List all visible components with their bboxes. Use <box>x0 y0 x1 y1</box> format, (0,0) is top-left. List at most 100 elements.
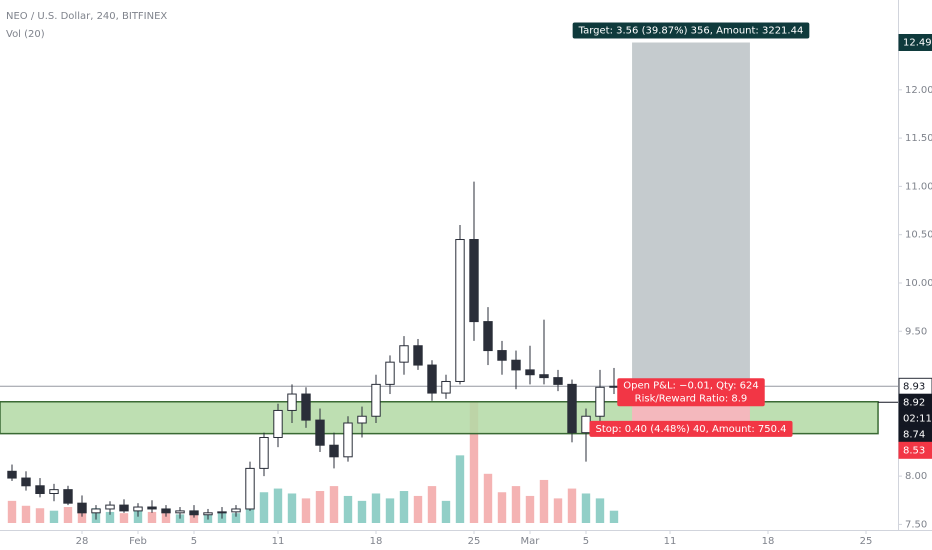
candle-body <box>413 345 423 366</box>
volume-bar <box>497 492 507 523</box>
x-tick-label: 18 <box>370 536 383 547</box>
volume-bar <box>175 514 185 523</box>
y-tick-label: 11.50 <box>905 133 932 144</box>
volume-bar <box>343 495 353 523</box>
candle-body <box>329 444 339 458</box>
volume-bar <box>413 495 423 523</box>
price-marker-text: 8.93 <box>903 381 925 392</box>
volume-bar <box>511 486 521 523</box>
x-tick-label: Mar <box>521 536 541 547</box>
rr-text: Risk/Reward Ratio: 8.9 <box>635 393 748 404</box>
candle-body <box>301 393 311 421</box>
candle-body <box>595 386 605 417</box>
volume-bar <box>315 491 325 523</box>
target-label: Target: 3.56 (39.87%) 356, Amount: 3221.… <box>572 22 810 39</box>
volume-bar <box>567 488 577 523</box>
candle-body <box>469 239 479 323</box>
x-tick-label: 18 <box>762 536 775 547</box>
volume-bar <box>371 493 381 523</box>
x-tick-label: 25 <box>860 536 873 547</box>
candle-body <box>371 383 381 417</box>
candle-body <box>231 508 241 513</box>
candle-body <box>441 380 451 394</box>
price-marker <box>898 33 932 51</box>
candle-body <box>91 508 101 514</box>
countdown-text: 02:11:43 <box>903 413 932 424</box>
candle-body <box>609 385 619 388</box>
volume-bar <box>357 500 367 523</box>
y-tick-label: 12.00 <box>905 85 932 96</box>
candle-body <box>287 393 297 411</box>
x-tick-label: 11 <box>664 536 677 547</box>
volume-bar <box>539 479 549 523</box>
volume-bar <box>525 495 535 523</box>
volume-bar <box>595 498 605 523</box>
candle-body <box>189 510 199 516</box>
target-label-bg <box>572 22 810 39</box>
pnl-label: Open P&L: −0.01, Qty: 624 Risk/Reward Rat… <box>617 378 765 407</box>
x-tick-label: 5 <box>191 536 197 547</box>
candle-body <box>511 359 521 371</box>
candle-body <box>21 477 31 487</box>
candle-body <box>245 467 255 510</box>
pnl-label-bg <box>617 378 765 407</box>
volume-bar <box>455 455 465 523</box>
candle-body <box>497 350 507 361</box>
volume-bar <box>105 511 115 523</box>
target-area <box>632 42 750 387</box>
candle-body <box>7 470 17 479</box>
candle-body <box>567 383 577 434</box>
volume-bar <box>49 510 59 523</box>
candle-body <box>49 489 59 495</box>
candle-body <box>77 502 87 514</box>
volume-bar <box>287 493 297 523</box>
plot-area <box>0 181 898 523</box>
volume-bar <box>63 507 73 523</box>
volume-bar <box>399 491 409 523</box>
price-marker-text: 8.53 <box>903 445 925 456</box>
candle-body <box>203 512 213 516</box>
candle-body <box>357 415 367 424</box>
candle-body <box>581 415 591 434</box>
volume-bar <box>581 493 591 523</box>
price-marker-text: 8.74 <box>903 429 925 440</box>
candle-body <box>147 506 157 510</box>
volume-bar <box>441 500 451 523</box>
volume-bar <box>35 508 45 523</box>
candle-body <box>105 504 115 510</box>
price-marker <box>898 441 932 459</box>
candle-body <box>217 511 227 514</box>
candle-body <box>35 485 45 495</box>
indicator-label: Vol (20) <box>6 29 45 40</box>
x-tick-label: 28 <box>76 536 89 547</box>
volume-bar <box>385 498 395 523</box>
candle-body <box>133 506 143 512</box>
volume-bar <box>483 473 493 523</box>
overlay: Target: 3.56 (39.87%) 356, Amount: 3221.… <box>572 22 932 459</box>
y-tick-label: 10.00 <box>905 278 932 289</box>
x-tick-label: 11 <box>272 536 285 547</box>
volume-bar <box>133 510 143 523</box>
y-tick-label: 11.00 <box>905 181 932 192</box>
candle-body <box>399 345 409 363</box>
price-marker-text: 8.92 <box>903 397 925 408</box>
volume-bar <box>231 513 241 523</box>
y-tick-label: 7.50 <box>905 519 927 530</box>
y-tick-label: 10.50 <box>905 230 932 241</box>
pnl-text: Open P&L: −0.01, Qty: 624 <box>623 380 758 391</box>
y-tick-label: 9.50 <box>905 326 927 337</box>
candle-body <box>273 409 283 438</box>
price-marker-text: 12.49 <box>903 37 932 48</box>
x-tick-label: Feb <box>129 536 147 547</box>
candle-body <box>161 508 171 514</box>
candle-body <box>315 419 325 446</box>
volume-bar <box>161 513 171 523</box>
volume-bar <box>469 402 479 523</box>
volume-bar <box>329 486 339 523</box>
candle-body <box>259 436 269 469</box>
candle-body <box>483 321 493 352</box>
stop-label-text: Stop: 0.40 (4.48%) 40, Amount: 750.4 <box>595 424 786 435</box>
